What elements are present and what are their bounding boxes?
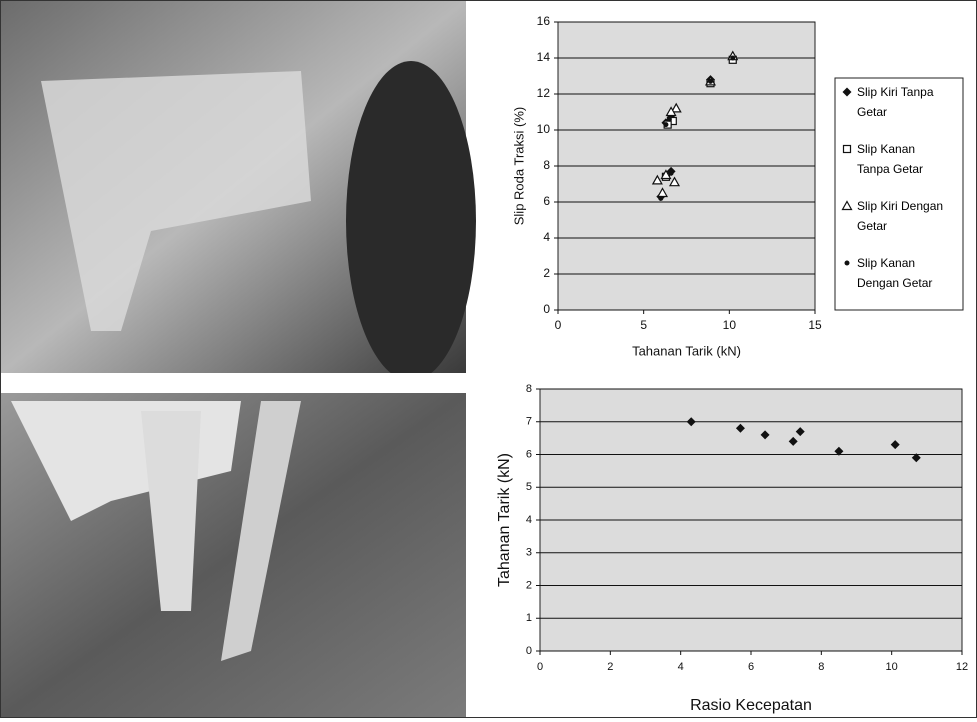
photo-bottom xyxy=(1,393,466,717)
marker xyxy=(845,261,850,266)
legend-label: Slip Kanan Tanpa Getar xyxy=(857,139,947,179)
x-tick-label: 15 xyxy=(808,318,822,332)
y-tick-label: 2 xyxy=(543,266,550,280)
y-axis-label: Tahanan Tarik (kN) xyxy=(496,453,513,587)
x-tick-label: 5 xyxy=(640,318,647,332)
x-tick-label: 6 xyxy=(748,661,754,673)
y-tick-label: 7 xyxy=(526,416,532,428)
marker xyxy=(730,56,735,61)
y-tick-label: 4 xyxy=(543,230,550,244)
x-axis-label: Rasio Kecepatan xyxy=(690,697,812,714)
x-axis-label: Tahanan Tarik (kN) xyxy=(632,343,741,358)
legend-label: Slip Kiri Dengan Getar xyxy=(857,196,947,236)
y-tick-label: 16 xyxy=(537,14,551,28)
x-tick-label: 2 xyxy=(607,661,613,673)
legend-label: Slip Kanan Dengan Getar xyxy=(857,253,947,293)
y-tick-label: 5 xyxy=(526,481,532,493)
marker xyxy=(669,171,674,176)
y-tick-label: 6 xyxy=(543,194,550,208)
y-tick-label: 10 xyxy=(537,122,551,136)
y-tick-label: 6 xyxy=(526,448,532,460)
y-tick-label: 1 xyxy=(526,612,532,624)
x-tick-label: 0 xyxy=(555,318,562,332)
chart-figure: 0246810121416051015Tahanan Tarik (kN)Sli… xyxy=(1,1,976,717)
legend-label: Slip Kiri Tanpa Getar xyxy=(857,82,947,122)
figure: 0246810121416051015Tahanan Tarik (kN)Sli… xyxy=(0,0,977,718)
y-tick-label: 0 xyxy=(526,645,532,657)
x-tick-label: 10 xyxy=(723,318,737,332)
x-tick-label: 12 xyxy=(956,661,968,673)
marker xyxy=(663,122,668,127)
x-tick-label: 4 xyxy=(678,661,684,673)
x-tick-label: 0 xyxy=(537,661,543,673)
marker xyxy=(667,117,672,122)
y-tick-label: 8 xyxy=(543,158,550,172)
y-tick-label: 4 xyxy=(526,514,532,526)
y-tick-label: 12 xyxy=(537,86,551,100)
y-tick-label: 2 xyxy=(526,579,532,591)
y-tick-label: 14 xyxy=(537,50,551,64)
y-tick-label: 8 xyxy=(526,383,532,395)
y-axis-label: Slip Roda Traksi (%) xyxy=(511,107,526,225)
marker xyxy=(658,196,663,201)
marker xyxy=(708,79,713,84)
x-tick-label: 8 xyxy=(818,661,824,673)
x-tick-label: 10 xyxy=(886,661,898,673)
marker xyxy=(844,146,851,153)
y-tick-label: 3 xyxy=(526,547,532,559)
photo-top xyxy=(1,1,476,381)
y-tick-label: 0 xyxy=(543,302,550,316)
